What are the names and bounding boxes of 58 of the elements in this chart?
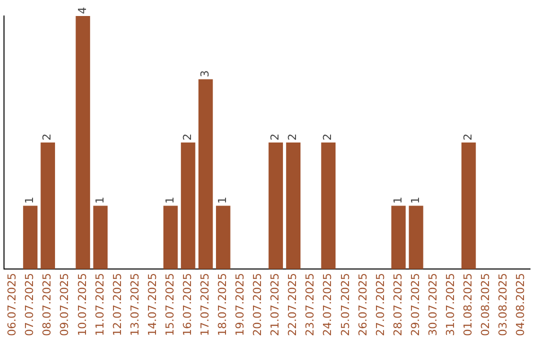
x-tick-label: 11.07.2025 [93, 273, 106, 336]
x-tick-label: 14.07.2025 [146, 273, 159, 336]
bar [76, 16, 90, 270]
data-label: 3 [198, 70, 212, 78]
data-label: 2 [321, 134, 334, 141]
x-tick-label: 26.07.2025 [356, 273, 370, 336]
data-label: 2 [40, 134, 54, 141]
x-tick-label: 08.07.2025 [40, 273, 54, 336]
x-tick-label: 30.07.2025 [426, 273, 440, 336]
x-tick-label: 22.07.2025 [286, 273, 300, 336]
bar [391, 206, 406, 270]
x-tick-label: 18.07.2025 [216, 273, 230, 336]
data-label: 4 [76, 7, 89, 14]
bar [216, 206, 230, 270]
x-tick-label: 06.07.2025 [6, 273, 19, 336]
data-label: 2 [286, 134, 300, 141]
x-tick-label: 07.07.2025 [23, 273, 36, 336]
x-tick-label: 23.07.2025 [304, 273, 317, 336]
data-label: 2 [461, 134, 474, 141]
bar [23, 206, 38, 270]
x-tick-label: 17.07.2025 [198, 273, 212, 336]
data-label: 1 [93, 196, 106, 204]
x-tick-label: 28.07.2025 [391, 273, 404, 336]
x-tick-label: 03.08.2025 [496, 273, 510, 336]
x-tick-label: 25.07.2025 [338, 273, 352, 336]
x-tick-label: 16.07.2025 [180, 273, 194, 336]
bar [180, 142, 196, 270]
data-label: 2 [268, 134, 282, 141]
bar [198, 79, 213, 270]
x-tick-label: 29.07.2025 [408, 273, 422, 336]
x-tick-label: 20.07.2025 [251, 273, 264, 336]
x-tick-label: 19.07.2025 [234, 273, 247, 336]
x-tick-label: 02.08.2025 [479, 273, 492, 336]
data-label: 1 [23, 196, 36, 204]
bar [321, 142, 336, 270]
x-tick-label: 31.07.2025 [444, 273, 457, 336]
x-tick-label: 12.07.2025 [110, 273, 124, 336]
x-tick-label: 15.07.2025 [163, 273, 176, 336]
x-tick-label: 01.08.2025 [461, 273, 474, 336]
bar [408, 206, 424, 270]
bar [93, 206, 108, 270]
data-label: 1 [216, 196, 230, 204]
data-label: 1 [408, 196, 422, 204]
bar [40, 142, 56, 270]
bar [286, 142, 300, 270]
data-label: 1 [163, 196, 176, 204]
bar [461, 142, 476, 270]
bar [268, 142, 283, 270]
x-tick-label: 13.07.2025 [128, 273, 142, 336]
x-tick-label: 27.07.2025 [374, 273, 387, 336]
data-label: 1 [391, 196, 404, 204]
x-tick-label: 04.08.2025 [514, 273, 528, 336]
data-label: 2 [180, 134, 194, 141]
x-tick-label: 10.07.2025 [76, 273, 89, 336]
x-tick-label: 09.07.2025 [58, 273, 72, 336]
bar [163, 206, 178, 270]
x-tick-label: 24.07.2025 [321, 273, 334, 336]
x-tick-label: 21.07.2025 [268, 273, 282, 336]
